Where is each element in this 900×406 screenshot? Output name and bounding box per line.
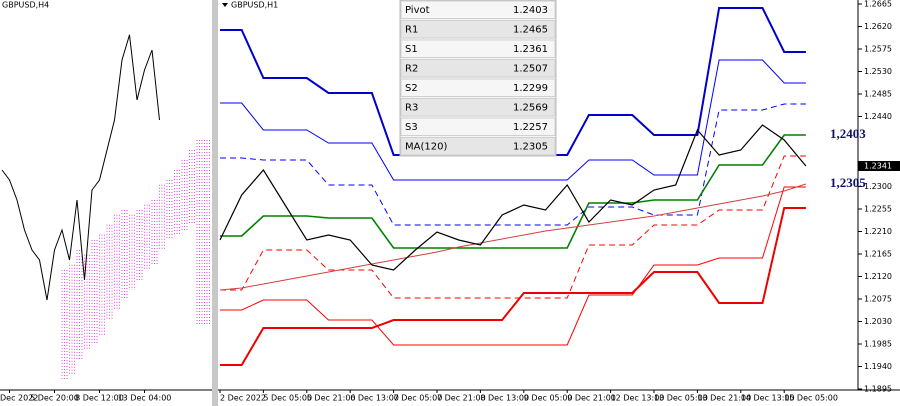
level-annotation: 1,2305	[830, 175, 866, 190]
table-row	[400, 117, 556, 136]
table-label: S1	[405, 44, 418, 55]
price-line	[220, 207, 806, 366]
pane-title: GBPUSD,H1	[231, 1, 278, 10]
table-row	[400, 59, 556, 78]
y-tick-label: 1.2300	[864, 182, 892, 191]
current-price-box	[858, 161, 900, 171]
x-tick-label: 13 Dec 05:00	[654, 394, 708, 403]
x-tick-label: Dec 2022	[0, 394, 38, 403]
price-line	[220, 186, 806, 346]
y-tick-label: 1.2440	[864, 112, 892, 121]
x-tick-label: 2 Dec 2022	[220, 394, 266, 403]
table-label: R1	[405, 24, 418, 35]
table-label: Pivot	[405, 5, 430, 16]
table-label: R3	[405, 102, 418, 113]
y-tick-label: 1.2165	[864, 250, 892, 259]
y-tick-label: 1.2620	[864, 22, 892, 31]
y-tick-label: 1.2030	[864, 317, 892, 326]
x-tick-label: 14 Dec 13:00	[741, 394, 795, 403]
table-row	[400, 78, 556, 97]
price-line	[220, 134, 806, 249]
table-row	[400, 98, 556, 117]
pane-menu-arrow[interactable]	[222, 3, 228, 7]
y-tick-label: 1.1895	[864, 385, 892, 394]
y-tick-label: 1.2575	[864, 45, 892, 54]
table-label: R2	[405, 63, 418, 74]
table-value: 1.2507	[513, 63, 548, 74]
table-label: S3	[405, 122, 418, 133]
table-row	[400, 0, 556, 19]
table-row	[400, 39, 556, 58]
pane-splitter[interactable]	[212, 0, 218, 406]
x-tick-label: 5 Dec 21:00	[307, 394, 356, 403]
table-label: MA(120)	[405, 141, 447, 152]
x-tick-label: 5 Dec 05:00	[263, 394, 312, 403]
table-value: 1.2299	[513, 83, 548, 94]
table-row	[400, 20, 556, 39]
table-value: 1.2305	[513, 141, 548, 152]
x-tick-label: 7 Dec 21:00	[437, 394, 486, 403]
y-tick-label: 1.2255	[864, 205, 892, 214]
x-tick-label: 13 Dec 04:00	[118, 394, 172, 403]
x-tick-label: 8 Dec 12:00	[75, 394, 124, 403]
y-tick-label: 1.2530	[864, 67, 892, 76]
table-value: 1.2403	[513, 5, 548, 16]
table-label: S2	[405, 83, 418, 94]
y-tick-label: 1.2485	[864, 90, 892, 99]
price-line	[220, 59, 806, 181]
y-tick-label: 1.2120	[864, 272, 892, 281]
x-tick-label: 13 Dec 21:00	[697, 394, 751, 403]
current-price-label: 1.2341	[864, 162, 892, 171]
level-annotation: 1,2403	[830, 126, 866, 141]
x-tick-label: 5 Dec 20:00	[30, 394, 79, 403]
x-tick-label: 8 Dec 13:00	[480, 394, 529, 403]
x-tick-label: 12 Dec 13:00	[611, 394, 665, 403]
price-line	[219, 124, 807, 271]
table-value: 1.2361	[513, 44, 548, 55]
table-value: 1.2569	[513, 102, 548, 113]
x-tick-label: 9 Dec 05:00	[524, 394, 573, 403]
y-tick-label: 1.1940	[864, 362, 892, 371]
x-tick-label: 9 Dec 21:00	[567, 394, 616, 403]
price-line	[1, 34, 160, 301]
table-value: 1.2257	[513, 122, 548, 133]
pane-title: GBPUSD,H4	[2, 1, 49, 10]
y-tick-label: 1.1985	[864, 340, 892, 349]
price-line	[220, 155, 806, 299]
y-tick-label: 1.2665	[864, 0, 892, 9]
table-row	[400, 137, 556, 156]
x-tick-label: 7 Dec 05:00	[394, 394, 443, 403]
x-tick-label: 15 Dec 05:00	[784, 394, 838, 403]
pivot-table: Pivot 1.2403 R1 1.2465 S1 1.2361 R2 1.2507 S2 1.2…	[399, 0, 557, 157]
table-value: 1.2465	[513, 24, 548, 35]
y-tick-label: 1.2075	[864, 295, 892, 304]
x-tick-label: 6 Dec 13:00	[350, 394, 399, 403]
y-tick-label: 1.2210	[864, 227, 892, 236]
price-line	[220, 103, 806, 226]
price-line	[219, 183, 807, 291]
